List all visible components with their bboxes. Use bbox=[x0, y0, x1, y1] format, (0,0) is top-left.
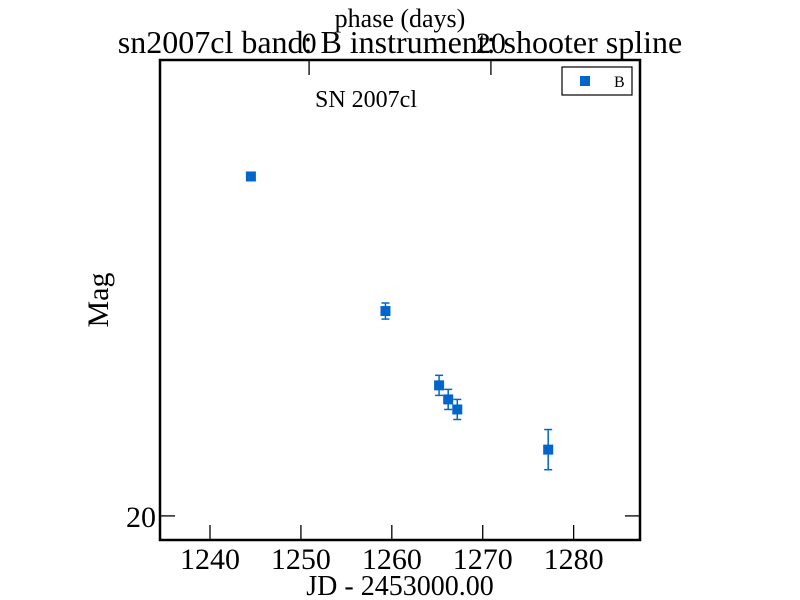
x-axis-label: JD - 2453000.00 bbox=[306, 571, 493, 600]
chart-annotation: SN 2007cl bbox=[315, 87, 417, 113]
x-tick-label: 1260 bbox=[362, 543, 422, 576]
y-axis-label: Mag bbox=[82, 273, 115, 328]
x-tick-label: 1250 bbox=[271, 543, 331, 576]
data-point bbox=[443, 394, 454, 405]
data-marks bbox=[245, 171, 554, 471]
legend: B bbox=[561, 66, 633, 96]
axis-ticks: 1240 1250 1260 1270 1280 0 20 20 bbox=[126, 27, 640, 576]
legend-box bbox=[561, 66, 633, 96]
data-point bbox=[380, 306, 391, 317]
chart-title: sn2007cl band: B instrument: shooter spl… bbox=[118, 24, 682, 60]
legend-label: B bbox=[614, 74, 625, 91]
data-point bbox=[543, 444, 554, 455]
legend-marker bbox=[580, 76, 590, 86]
plot-frame bbox=[158, 58, 642, 542]
top-axis-label: phase (days) bbox=[335, 4, 466, 33]
data-point bbox=[434, 380, 445, 391]
top-tick-label: 0 bbox=[302, 27, 317, 60]
x-tick-label: 1270 bbox=[453, 543, 513, 576]
x-tick-label: 1280 bbox=[544, 543, 604, 576]
y-tick-label: 20 bbox=[126, 501, 156, 534]
top-tick-label: 20 bbox=[476, 27, 506, 60]
x-tick-label: 1240 bbox=[180, 543, 240, 576]
data-point bbox=[452, 404, 463, 415]
data-point bbox=[245, 171, 256, 182]
